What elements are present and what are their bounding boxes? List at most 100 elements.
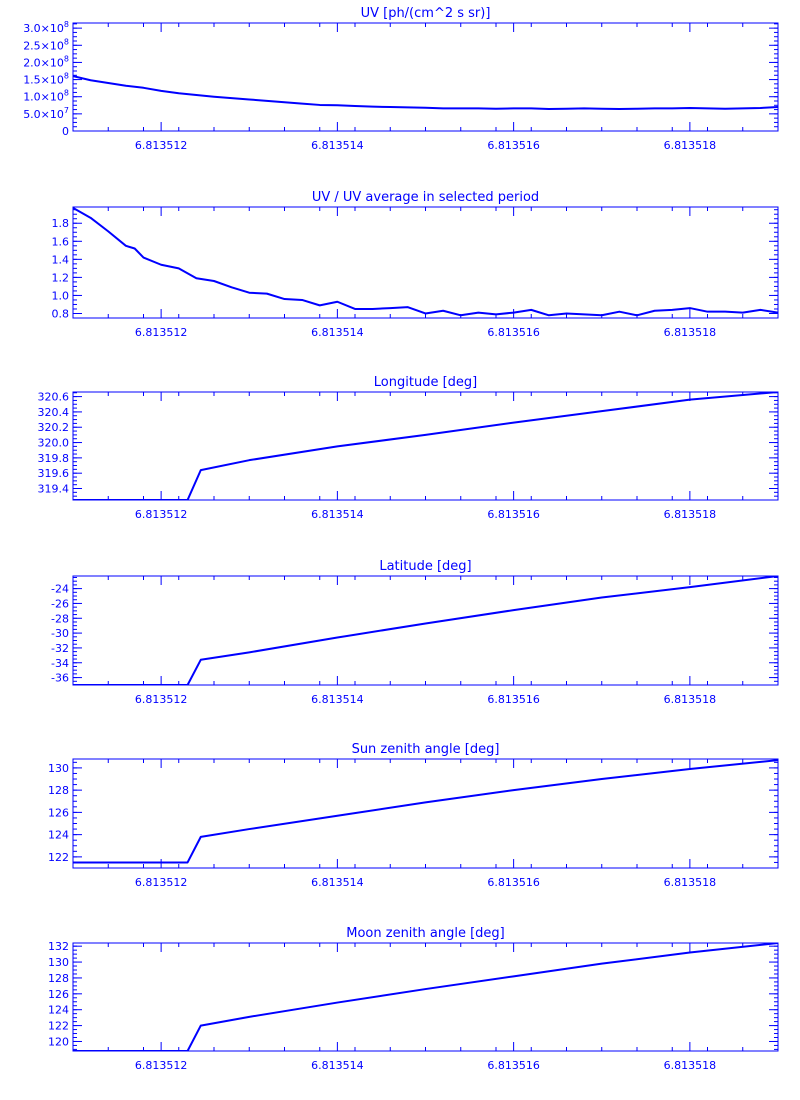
y-tick-label-text: 1.4 (52, 253, 70, 266)
y-tick-label: -36 (51, 672, 69, 685)
y-tick-label-exponent: 8 (64, 72, 69, 81)
y-tick-label: 3.0×108 (23, 20, 69, 35)
y-tick-label-text: 128 (48, 784, 69, 797)
series-line (73, 392, 778, 500)
y-tick-label: 126 (48, 806, 69, 819)
y-tick-label-text: 128 (48, 972, 69, 985)
y-tick-label: 126 (48, 988, 69, 1001)
y-tick-label-text: 132 (48, 940, 69, 953)
y-tick-label-text: -30 (51, 627, 69, 640)
y-tick-label: 319.4 (38, 483, 70, 496)
x-tick-label: 6.813512 (135, 876, 188, 889)
y-tick-label-text: 0.8 (52, 307, 70, 320)
y-tick-label-text: 320.4 (38, 406, 70, 419)
y-tick-label: 130 (48, 956, 69, 969)
y-tick-label: 1.8 (52, 217, 70, 230)
x-tick-label: 6.813514 (311, 693, 364, 706)
y-tick-label: 128 (48, 972, 69, 985)
y-tick-label-text: 1.8 (52, 217, 70, 230)
x-tick-label: 6.813518 (664, 1059, 717, 1072)
series-line (73, 759, 778, 864)
series-line (73, 943, 778, 1051)
y-tick-label-exponent: 8 (64, 89, 69, 98)
y-tick-label: 120 (48, 1035, 69, 1048)
y-tick-label: 1.5×108 (23, 72, 69, 87)
y-tick-label: -26 (51, 597, 69, 610)
panel-title: UV / UV average in selected period (312, 190, 539, 205)
y-tick-label: 1.0 (52, 289, 70, 302)
x-tick-label: 6.813512 (135, 693, 188, 706)
y-tick-label-text: 130 (48, 762, 69, 775)
y-tick-label-text: -32 (51, 642, 69, 655)
y-tick-label: 2.5×108 (23, 37, 69, 52)
panel-title: Longitude [deg] (374, 375, 477, 390)
y-tick-label: 319.6 (38, 467, 70, 480)
panel-4: Latitude [deg] 6.813512 6.813514 6.813516 6.… (51, 559, 779, 706)
y-tick-label: -30 (51, 627, 69, 640)
x-tick-label: 6.813516 (487, 876, 540, 889)
y-tick-label: -32 (51, 642, 69, 655)
y-tick-label-text: -26 (51, 597, 69, 610)
y-tick-label: 1.2 (52, 271, 70, 284)
y-tick-label: 5.0×107 (23, 106, 69, 121)
x-tick-label: 6.813516 (487, 326, 540, 339)
x-tick-label: 6.813518 (664, 508, 717, 521)
y-tick-label: 128 (48, 784, 69, 797)
y-tick-label-text: -28 (51, 612, 69, 625)
panel-title: Moon zenith angle [deg] (346, 926, 504, 941)
panel-title: Sun zenith angle [deg] (352, 742, 500, 757)
plot-frame (72, 391, 779, 501)
x-tick-label: 6.813514 (311, 139, 364, 152)
y-tick-label-text: 2.0×10 (23, 56, 64, 69)
y-tick-label: 1.0×108 (23, 89, 69, 104)
y-tick-label: 1.4 (52, 253, 70, 266)
y-tick-label-text: 126 (48, 806, 69, 819)
series-line (73, 75, 778, 111)
y-tick-label: 0 (62, 125, 69, 138)
y-tick-label-text: 319.4 (38, 483, 70, 496)
y-tick-label-text: 122 (48, 1020, 69, 1033)
y-tick-label-text: -24 (51, 583, 69, 596)
y-tick-label-text: 2.5×10 (23, 39, 64, 52)
y-tick-label: 319.8 (38, 452, 70, 465)
y-tick-label-text: 0 (62, 125, 69, 138)
y-tick-label: 132 (48, 940, 69, 953)
plot-frame (72, 575, 779, 686)
y-tick-label-text: 3.0×10 (23, 22, 64, 35)
plot-frame (72, 942, 779, 1052)
x-tick-label: 6.813518 (664, 326, 717, 339)
x-tick-label: 6.813518 (664, 876, 717, 889)
y-tick-label: 320.0 (38, 437, 70, 450)
y-tick-label-text: 126 (48, 988, 69, 1001)
series-line (73, 576, 778, 685)
x-tick-label: 6.813512 (135, 139, 188, 152)
series-line (73, 207, 778, 317)
panel-2: UV / UV average in selected period 6.8135… (52, 190, 779, 339)
y-tick-label-text: 124 (48, 1004, 69, 1017)
y-tick-label-text: 120 (48, 1035, 69, 1048)
x-tick-label: 6.813512 (135, 326, 188, 339)
panel-title: UV [ph/(cm^2 s sr)] (361, 6, 491, 21)
y-tick-label: 124 (48, 1004, 69, 1017)
x-tick-label: 6.813516 (487, 693, 540, 706)
y-tick-label: 124 (48, 829, 69, 842)
x-tick-label: 6.813518 (664, 693, 717, 706)
y-tick-label-text: 1.2 (52, 271, 70, 284)
x-tick-label: 6.813516 (487, 508, 540, 521)
x-tick-label: 6.813512 (135, 508, 188, 521)
plot-frame (72, 758, 779, 869)
y-tick-label-text: 1.0 (52, 289, 70, 302)
y-tick-label-text: 5.0×10 (23, 108, 64, 121)
x-tick-label: 6.813514 (311, 876, 364, 889)
y-tick-label: 2.0×108 (23, 54, 69, 69)
panel-6: Moon zenith angle [deg] 6.813512 6.813514 6… (48, 926, 779, 1072)
y-tick-label-exponent: 8 (64, 20, 69, 29)
x-tick-label: 6.813518 (664, 139, 717, 152)
y-tick-label: 130 (48, 762, 69, 775)
y-tick-label: 320.2 (38, 421, 70, 434)
y-tick-label-text: 124 (48, 829, 69, 842)
panel-1: UV [ph/(cm^2 s sr)] 6.813512 6.813514 6.813… (23, 6, 779, 152)
y-tick-label-text: 1.5×10 (23, 74, 64, 87)
y-tick-label: 0.8 (52, 307, 70, 320)
x-tick-label: 6.813512 (135, 1059, 188, 1072)
